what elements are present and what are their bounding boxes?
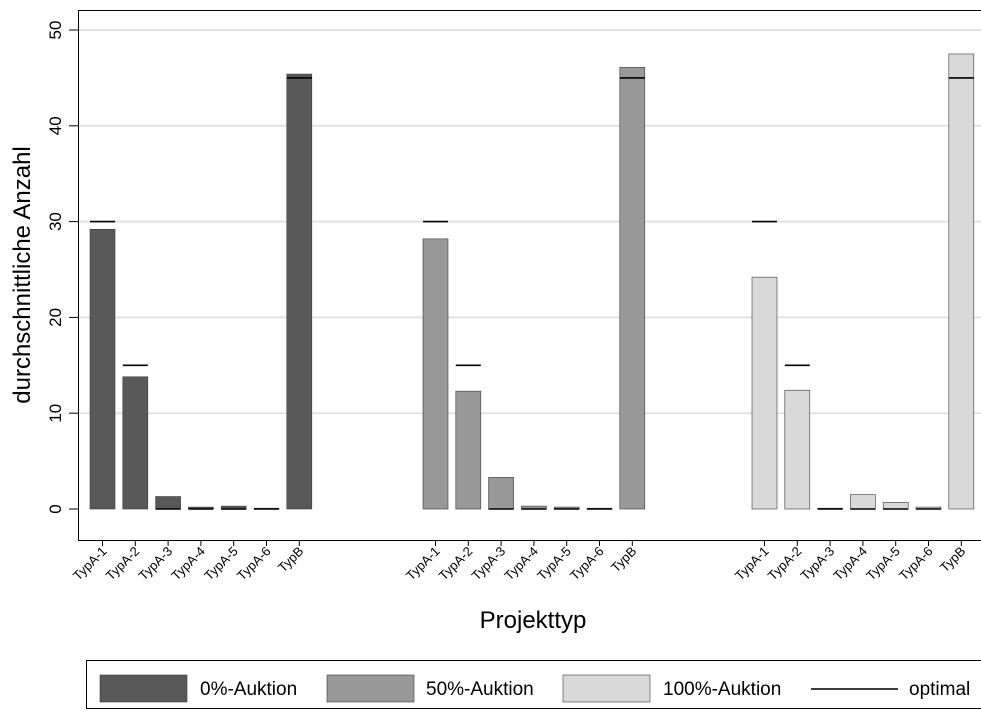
x-tick-label: TypB bbox=[937, 544, 969, 576]
x-tick-label: TypA-5 bbox=[201, 544, 241, 584]
bar bbox=[122, 376, 149, 510]
legend: 0%-Auktion 50%-Auktion 100%-Auktion optimal bbox=[86, 660, 981, 709]
y-tick-label: 20 bbox=[46, 308, 65, 327]
x-tick-label: TypA-5 bbox=[534, 544, 574, 584]
bar bbox=[882, 501, 909, 510]
legend-label: 50%-Auktion bbox=[426, 679, 534, 700]
bar bbox=[286, 73, 313, 510]
y-tick-label: 0 bbox=[46, 504, 65, 513]
x-axis-title: Projekttyp bbox=[480, 607, 587, 634]
x-tick-label: TypA-4 bbox=[501, 544, 541, 584]
y-tick-label: 30 bbox=[46, 212, 65, 231]
bar bbox=[850, 494, 876, 510]
grid-lines bbox=[79, 29, 981, 415]
y-tick-label: 40 bbox=[46, 116, 65, 135]
bar bbox=[619, 67, 646, 510]
legend-box bbox=[86, 660, 981, 709]
x-tick-label: TypA-2 bbox=[765, 544, 805, 584]
bar bbox=[751, 276, 778, 510]
x-tick-label: TypB bbox=[608, 544, 640, 576]
legend-swatch bbox=[326, 674, 415, 703]
legend-swatch bbox=[562, 674, 651, 703]
x-tick-label: TypB bbox=[275, 544, 307, 576]
bar bbox=[488, 477, 514, 510]
x-tick-label: TypA-5 bbox=[863, 544, 903, 584]
x-tick-label: TypA-2 bbox=[436, 544, 476, 584]
x-tick-label: TypA-1 bbox=[70, 544, 110, 584]
bar bbox=[89, 228, 116, 510]
legend-label: 0%-Auktion bbox=[200, 679, 297, 700]
plot-frame bbox=[78, 10, 981, 541]
bar bbox=[948, 53, 975, 510]
x-tick-label: TypA-4 bbox=[830, 544, 870, 584]
x-tick-label: TypA-4 bbox=[168, 544, 208, 584]
x-tick-label: TypA-1 bbox=[732, 544, 772, 584]
legend-label: 100%-Auktion bbox=[663, 679, 781, 700]
legend-label: optimal bbox=[909, 679, 970, 700]
x-tick-label: TypA-1 bbox=[403, 544, 443, 584]
x-tick-label: TypA-6 bbox=[896, 544, 936, 584]
optimal-markers bbox=[90, 77, 974, 510]
bar bbox=[455, 390, 482, 510]
x-tick-label: TypA-6 bbox=[234, 544, 274, 584]
y-axis-title: durchschnittliche Anzahl bbox=[9, 146, 36, 403]
x-tick-label: TypA-6 bbox=[567, 544, 607, 584]
y-tick-label: 10 bbox=[46, 404, 65, 423]
x-tick-label: TypA-3 bbox=[797, 544, 837, 584]
x-tick-label: TypA-3 bbox=[468, 544, 508, 584]
x-tick-label: TypA-3 bbox=[135, 544, 175, 584]
bar bbox=[422, 238, 449, 510]
legend-swatch bbox=[99, 674, 188, 703]
bar bbox=[155, 496, 181, 510]
bars bbox=[89, 53, 975, 510]
y-tick-label: 50 bbox=[46, 21, 65, 40]
x-tick-label: TypA-2 bbox=[103, 544, 143, 584]
bar bbox=[784, 389, 811, 510]
